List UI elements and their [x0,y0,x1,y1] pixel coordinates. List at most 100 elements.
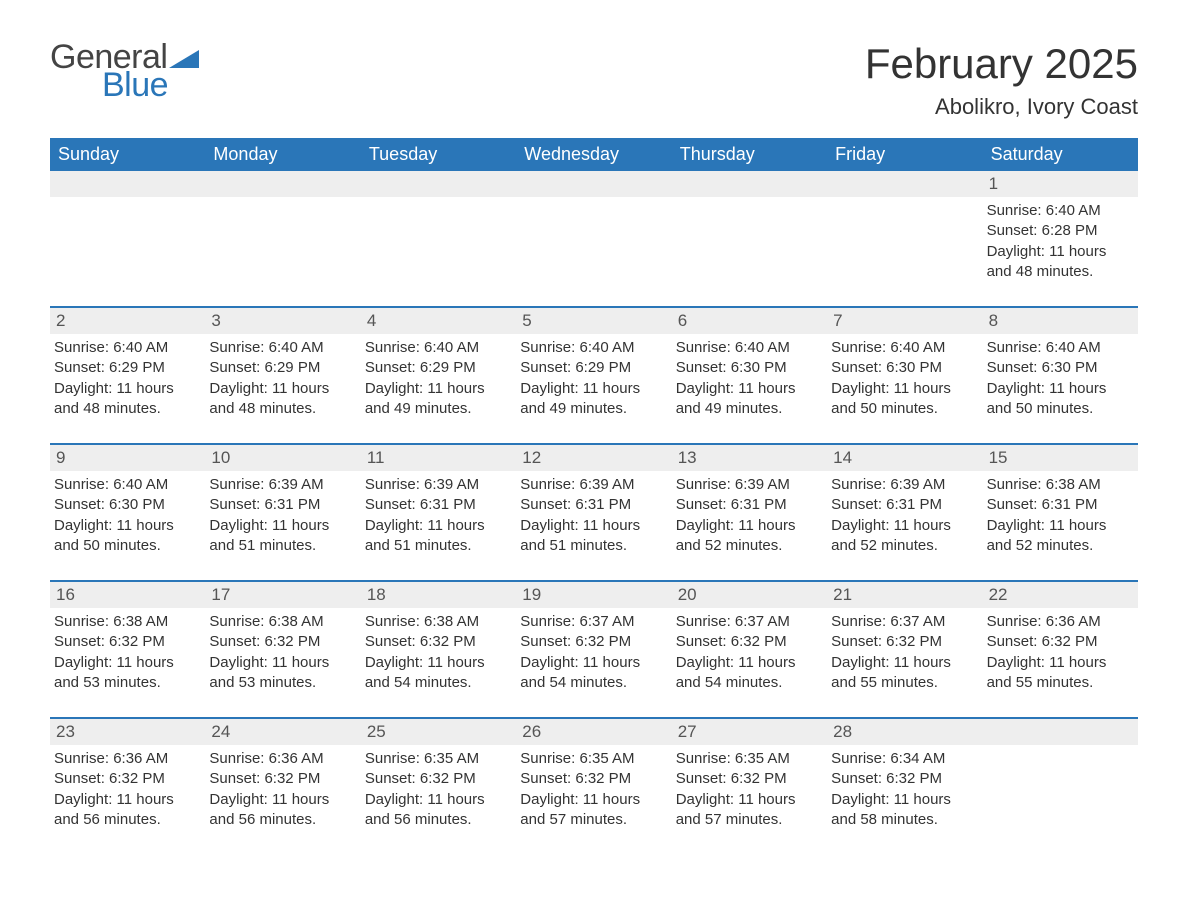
sunset-line: Sunset: 6:30 PM [987,358,1130,378]
sunset-line: Sunset: 6:29 PM [209,358,352,378]
location-text: Abolikro, Ivory Coast [865,94,1138,120]
day-number: 21 [827,582,982,608]
day-info: Sunrise: 6:40 AMSunset: 6:29 PMDaylight:… [365,338,508,419]
daylight-line: Daylight: 11 hours and 53 minutes. [54,653,197,694]
sunrise-line: Sunrise: 6:36 AM [209,749,352,769]
day-cell: 13 Sunrise: 6:39 AMSunset: 6:31 PMDayligh… [672,445,827,566]
day-info: Sunrise: 6:37 AMSunset: 6:32 PMDaylight:… [520,612,663,693]
day-cell: 14Sunrise: 6:39 AMSunset: 6:31 PMDayligh… [827,445,982,566]
sunset-line: Sunset: 6:29 PM [54,358,197,378]
day-info: Sunrise: 6:35 AMSunset: 6:32 PMDaylight:… [365,749,508,830]
sunset-line: Sunset: 6:29 PM [365,358,508,378]
empty-day-bar [827,171,982,197]
sunrise-line: Sunrise: 6:35 AM [365,749,508,769]
sunset-line: Sunset: 6:32 PM [831,769,974,789]
weekday-header: Wednesday [516,138,671,171]
sunset-line: Sunset: 6:31 PM [365,495,508,515]
sunrise-line: Sunrise: 6:39 AM [209,475,352,495]
day-number: 3 [205,308,360,334]
daylight-line: Daylight: 11 hours and 54 minutes. [365,653,508,694]
daylight-line: Daylight: 11 hours and 54 minutes. [676,653,819,694]
week-row: 1Sunrise: 6:40 AMSunset: 6:28 PMDaylight… [50,171,1138,292]
day-number: 18 [361,582,516,608]
daylight-line: Daylight: 11 hours and 50 minutes. [987,379,1130,420]
daylight-line: Daylight: 11 hours and 56 minutes. [209,790,352,831]
sunset-line: Sunset: 6:32 PM [520,632,663,652]
day-cell: 6Sunrise: 6:40 AMSunset: 6:30 PMDaylight… [672,308,827,429]
empty-day-bar [361,171,516,197]
sunrise-line: Sunrise: 6:40 AM [54,475,197,495]
day-info: Sunrise: 6:38 AMSunset: 6:31 PMDaylight:… [987,475,1130,556]
day-cell: 7Sunrise: 6:40 AMSunset: 6:30 PMDaylight… [827,308,982,429]
brand-logo: General Blue [50,40,199,102]
day-info: Sunrise: 6:40 AMSunset: 6:29 PMDaylight:… [520,338,663,419]
day-cell: 12Sunrise: 6:39 AMSunset: 6:31 PMDayligh… [516,445,671,566]
empty-day-bar [516,171,671,197]
day-number: 13 [672,445,827,471]
sunset-line: Sunset: 6:32 PM [365,769,508,789]
day-number: 24 [205,719,360,745]
daylight-line: Daylight: 11 hours and 50 minutes. [54,516,197,557]
day-cell: 4Sunrise: 6:40 AMSunset: 6:29 PMDaylight… [361,308,516,429]
sunrise-line: Sunrise: 6:37 AM [831,612,974,632]
daylight-line: Daylight: 11 hours and 55 minutes. [831,653,974,694]
sunrise-line: Sunrise: 6:38 AM [209,612,352,632]
empty-day-bar [672,171,827,197]
sunset-line: Sunset: 6:32 PM [209,632,352,652]
day-info: Sunrise: 6:40 AMSunset: 6:28 PMDaylight:… [987,201,1130,282]
weekday-header: Saturday [983,138,1138,171]
daylight-line: Daylight: 11 hours and 53 minutes. [209,653,352,694]
sunset-line: Sunset: 6:32 PM [676,769,819,789]
daylight-line: Daylight: 11 hours and 55 minutes. [987,653,1130,694]
day-cell [205,171,360,292]
daylight-line: Daylight: 11 hours and 49 minutes. [365,379,508,420]
day-number: 8 [983,308,1138,334]
day-cell: 17Sunrise: 6:38 AMSunset: 6:32 PMDayligh… [205,582,360,703]
day-number: 28 [827,719,982,745]
sunrise-line: Sunrise: 6:40 AM [365,338,508,358]
sunset-line: Sunset: 6:30 PM [676,358,819,378]
sunset-line: Sunset: 6:31 PM [676,495,819,515]
day-number: 23 [50,719,205,745]
day-info: Sunrise: 6:40 AMSunset: 6:30 PMDaylight:… [987,338,1130,419]
daylight-line: Daylight: 11 hours and 52 minutes. [676,516,819,557]
day-number: 27 [672,719,827,745]
day-info: Sunrise: 6:35 AMSunset: 6:32 PMDaylight:… [676,749,819,830]
day-number: 5 [516,308,671,334]
sunset-line: Sunset: 6:32 PM [520,769,663,789]
day-cell: 23Sunrise: 6:36 AMSunset: 6:32 PMDayligh… [50,719,205,840]
daylight-line: Daylight: 11 hours and 51 minutes. [365,516,508,557]
week-row: 16Sunrise: 6:38 AMSunset: 6:32 PMDayligh… [50,580,1138,703]
day-cell: 8 Sunrise: 6:40 AMSunset: 6:30 PMDaylight… [983,308,1138,429]
daylight-line: Daylight: 11 hours and 52 minutes. [987,516,1130,557]
sunrise-line: Sunrise: 6:37 AM [520,612,663,632]
daylight-line: Daylight: 11 hours and 49 minutes. [676,379,819,420]
weekday-header: Tuesday [361,138,516,171]
week-row: 23Sunrise: 6:36 AMSunset: 6:32 PMDayligh… [50,717,1138,840]
daylight-line: Daylight: 11 hours and 51 minutes. [209,516,352,557]
daylight-line: Daylight: 11 hours and 57 minutes. [676,790,819,831]
day-info: Sunrise: 6:39 AMSunset: 6:31 PMDaylight:… [676,475,819,556]
week-row: 9Sunrise: 6:40 AMSunset: 6:30 PMDaylight… [50,443,1138,566]
empty-day-bar [205,171,360,197]
day-number: 16 [50,582,205,608]
sunset-line: Sunset: 6:32 PM [54,632,197,652]
day-info: Sunrise: 6:40 AMSunset: 6:30 PMDaylight:… [831,338,974,419]
daylight-line: Daylight: 11 hours and 51 minutes. [520,516,663,557]
daylight-line: Daylight: 11 hours and 48 minutes. [209,379,352,420]
day-cell: 9Sunrise: 6:40 AMSunset: 6:30 PMDaylight… [50,445,205,566]
day-info: Sunrise: 6:35 AMSunset: 6:32 PMDaylight:… [520,749,663,830]
day-cell: 2Sunrise: 6:40 AMSunset: 6:29 PMDaylight… [50,308,205,429]
day-info: Sunrise: 6:37 AMSunset: 6:32 PMDaylight:… [831,612,974,693]
title-block: February 2025 Abolikro, Ivory Coast [865,40,1138,120]
sunrise-line: Sunrise: 6:36 AM [54,749,197,769]
day-cell: 22Sunrise: 6:36 AMSunset: 6:32 PMDayligh… [983,582,1138,703]
day-info: Sunrise: 6:39 AMSunset: 6:31 PMDaylight:… [831,475,974,556]
sunrise-line: Sunrise: 6:38 AM [365,612,508,632]
day-cell: 11Sunrise: 6:39 AMSunset: 6:31 PMDayligh… [361,445,516,566]
sunrise-line: Sunrise: 6:39 AM [365,475,508,495]
day-cell [361,171,516,292]
calendar-grid: SundayMondayTuesdayWednesdayThursdayFrid… [50,138,1138,840]
day-cell [983,719,1138,840]
day-info: Sunrise: 6:36 AMSunset: 6:32 PMDaylight:… [209,749,352,830]
